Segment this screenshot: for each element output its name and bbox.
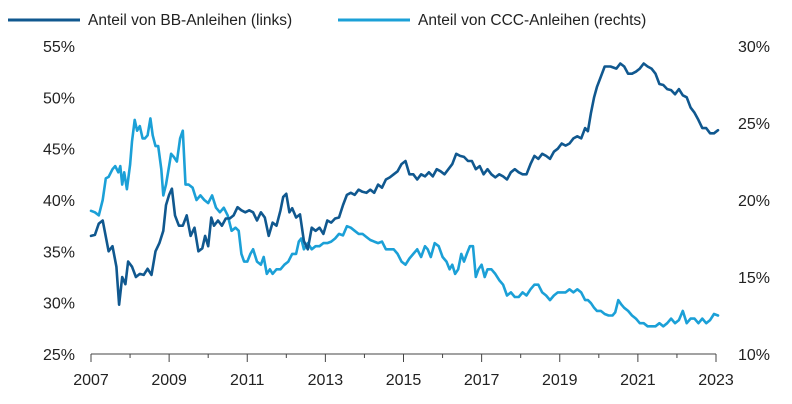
legend: Anteil von BB-Anleihen (links) Anteil vo… <box>8 12 646 29</box>
y-right-tick-label: 30% <box>738 39 770 56</box>
x-axis: 2007 2009 2011 2013 2015 2017 2019 2021 … <box>73 353 734 389</box>
x-tick-label: 2017 <box>464 372 500 389</box>
y-right-tick-label: 10% <box>738 347 770 364</box>
y-right-tick-label: 20% <box>738 193 770 210</box>
x-tick-label: 2015 <box>386 372 422 389</box>
x-tick-label: 2023 <box>698 372 734 389</box>
y-left-tick-label: 40% <box>43 193 75 210</box>
series-line-bb <box>89 62 720 306</box>
y-left-tick-label: 45% <box>43 142 75 159</box>
legend-label-ccc: Anteil von CCC-Anleihen (rechts) <box>418 12 646 29</box>
y-left-tick-label: 50% <box>43 90 75 107</box>
legend-label-bb: Anteil von BB-Anleihen (links) <box>88 12 292 29</box>
x-tick-label: 2019 <box>542 372 578 389</box>
y-axis-left: 55% 50% 45% 40% 35% 30% 25% <box>43 39 75 364</box>
y-axis-right: 30% 25% 20% 15% 10% <box>738 39 770 364</box>
x-tick-label: 2013 <box>308 372 344 389</box>
x-tick-label: 2021 <box>620 372 656 389</box>
series-line-ccc <box>89 117 720 328</box>
x-tick-label: 2009 <box>151 372 187 389</box>
x-tick-label: 2007 <box>73 372 109 389</box>
y-right-tick-label: 25% <box>738 116 770 133</box>
y-left-tick-label: 25% <box>43 347 75 364</box>
y-right-tick-label: 15% <box>738 270 770 287</box>
y-left-tick-label: 35% <box>43 244 75 261</box>
y-left-tick-label: 30% <box>43 296 75 313</box>
y-left-tick-label: 55% <box>43 39 75 56</box>
x-tick-label: 2011 <box>230 372 265 389</box>
